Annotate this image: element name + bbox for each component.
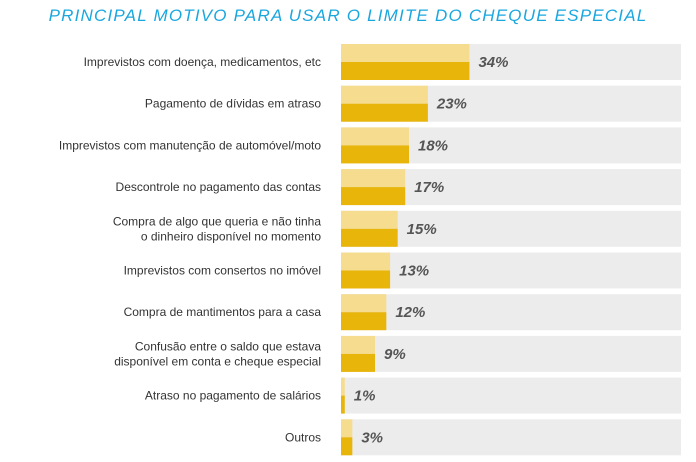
bar [341,312,387,331]
bar-track [341,252,681,289]
category-label: Confusão entre o saldo que estava disponí… [114,339,321,368]
bar-highlight [341,127,409,146]
bar-highlight [341,252,391,271]
data-label: 17% [414,179,444,196]
bar-row: 13% Imprevistos com consertos no imóvel [124,252,681,289]
bar-row: 9% Confusão entre o saldo que estava dispo… [114,335,681,372]
chart-title: PRINCIPAL MOTIVO PARA USAR O LIMITE DO C… [48,6,648,25]
bar-row: 3% Outros [285,419,681,456]
bar-track [341,335,681,372]
bar-highlight [341,44,470,62]
bar-highlight [341,85,428,104]
bar-row: 17% Descontrole no pagamento das contas [116,169,681,206]
bar-row: 18% Imprevistos com manutenção de automóv… [59,127,681,164]
bar-track [341,419,681,456]
data-label: 15% [407,221,437,238]
category-label: Atraso no pagamento de salários [145,389,321,403]
bar [341,353,375,372]
data-label: 23% [436,96,467,113]
bar-track [341,377,681,414]
data-label: 34% [478,54,508,71]
data-label: 18% [418,137,448,154]
data-label: 12% [395,304,425,321]
bar [341,187,406,206]
bar-highlight [341,169,406,188]
bar [341,145,409,164]
bar [341,270,391,289]
bar-highlight [341,335,375,354]
category-label: Outros [285,430,321,444]
category-label: Imprevistos com consertos no imóvel [124,264,321,278]
bar [341,437,353,456]
bar-highlight [341,377,345,396]
data-label: 13% [399,263,429,280]
category-label: Compra de algo que queria e não tinha o d… [113,214,321,243]
bar-row: 23% Pagamento de dívidas em atraso [145,85,681,122]
bar-row: 15% Compra de algo que queria e não tinha… [113,210,681,247]
bar-highlight [341,294,387,313]
bar-highlight [341,419,353,438]
bar [341,103,428,122]
data-label: 9% [384,346,406,363]
bar [341,228,398,247]
category-label: Imprevistos com manutenção de automóvel/… [59,138,321,152]
bar [341,62,470,80]
category-label: Compra de mantimentos para a casa [124,305,322,319]
category-label: Pagamento de dívidas em atraso [145,97,321,111]
data-label: 1% [354,388,376,405]
bar-row: 1% Atraso no pagamento de salários [145,377,681,414]
bar-row: 34% Imprevistos com doença, medicamentos,… [84,44,681,80]
data-label: 3% [361,429,383,446]
bar-track [341,294,681,331]
bar-highlight [341,210,398,229]
bar [341,395,345,414]
bar-row: 12% Compra de mantimentos para a casa [124,294,681,331]
category-label: Descontrole no pagamento das contas [116,180,321,194]
category-label: Imprevistos com doença, medicamentos, et… [84,55,321,69]
